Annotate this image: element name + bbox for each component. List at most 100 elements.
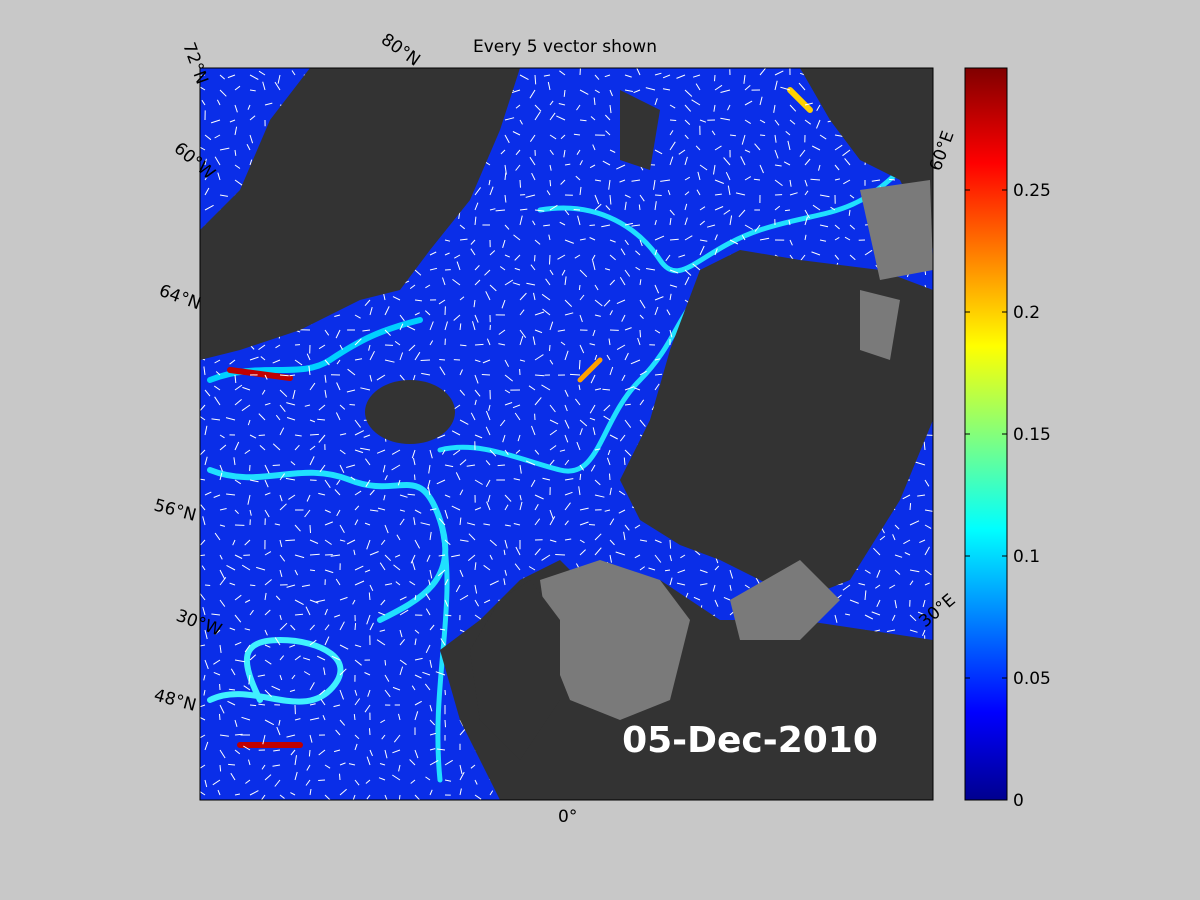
vector (364, 569, 371, 573)
vector (429, 748, 436, 751)
vector (684, 119, 691, 125)
vector (274, 523, 281, 526)
vector (864, 614, 874, 620)
vector (376, 639, 386, 646)
vector (369, 584, 374, 592)
vector (504, 524, 511, 527)
vector (684, 176, 691, 181)
vector (204, 659, 209, 670)
vector (249, 654, 257, 661)
vector (616, 344, 626, 351)
vector (409, 284, 416, 290)
vector (819, 194, 830, 198)
vector (438, 299, 446, 305)
vector (519, 494, 522, 501)
vector (339, 762, 346, 766)
vector (286, 734, 296, 738)
vector (249, 159, 253, 166)
vector (204, 174, 209, 181)
vector (513, 478, 521, 481)
vector (459, 629, 466, 633)
vector (354, 689, 358, 696)
vector (234, 719, 238, 727)
vector (714, 234, 718, 241)
vector (609, 310, 613, 316)
vector (459, 238, 468, 241)
vector (924, 479, 930, 487)
vector (316, 655, 326, 661)
vector (339, 344, 343, 350)
vector (564, 239, 574, 244)
vector (725, 171, 731, 181)
vector (541, 554, 551, 561)
vector (258, 70, 266, 76)
vector (354, 698, 361, 706)
vector (306, 494, 311, 502)
vector (410, 779, 416, 784)
vector (634, 524, 641, 529)
vector (695, 83, 701, 91)
vector (470, 764, 476, 769)
vector (639, 370, 647, 376)
vector (200, 764, 206, 769)
vector (560, 134, 566, 140)
vector (692, 263, 701, 271)
vector (684, 156, 688, 166)
vector (444, 494, 451, 498)
colorbar-tick-label: 0.2 (1013, 303, 1040, 323)
vector (444, 464, 454, 468)
vector (219, 89, 227, 97)
vector (459, 489, 464, 496)
vector (304, 404, 311, 407)
vector (272, 359, 281, 364)
vector (774, 80, 778, 91)
vector (392, 774, 401, 781)
vector (609, 487, 612, 496)
vector (564, 491, 573, 496)
vector (294, 655, 301, 661)
vector (346, 539, 356, 545)
vector (339, 644, 349, 650)
vector (531, 172, 536, 181)
vector (486, 338, 491, 346)
vector (393, 564, 401, 571)
vector (354, 358, 363, 361)
vector (604, 509, 611, 512)
vector (364, 458, 371, 466)
vector (336, 479, 341, 486)
vector (487, 494, 491, 503)
vector (607, 449, 611, 456)
vector (303, 671, 311, 676)
date-annotation: 05-Dec-2010 (622, 720, 878, 761)
vector (399, 629, 403, 638)
vector (438, 554, 446, 557)
vector (369, 551, 379, 556)
vector (504, 504, 509, 511)
vector (411, 685, 416, 691)
vector (452, 278, 461, 286)
vector (392, 296, 401, 301)
vector (711, 130, 716, 136)
vector (246, 143, 251, 151)
vector (541, 384, 551, 391)
vector (249, 74, 259, 80)
vector (429, 251, 437, 256)
vector (788, 219, 791, 226)
vector (515, 164, 521, 171)
vector (741, 134, 746, 145)
vector (333, 704, 341, 708)
vector (305, 779, 311, 786)
vector (876, 569, 881, 578)
vector (889, 178, 896, 181)
vector (624, 386, 635, 391)
vector (384, 749, 388, 759)
vector (669, 284, 678, 288)
vector (256, 566, 266, 571)
vector (414, 351, 421, 361)
vector (534, 254, 536, 262)
vector (633, 89, 641, 94)
vector (264, 551, 272, 556)
vector (369, 374, 373, 382)
vector (204, 629, 208, 640)
vector (489, 539, 497, 547)
